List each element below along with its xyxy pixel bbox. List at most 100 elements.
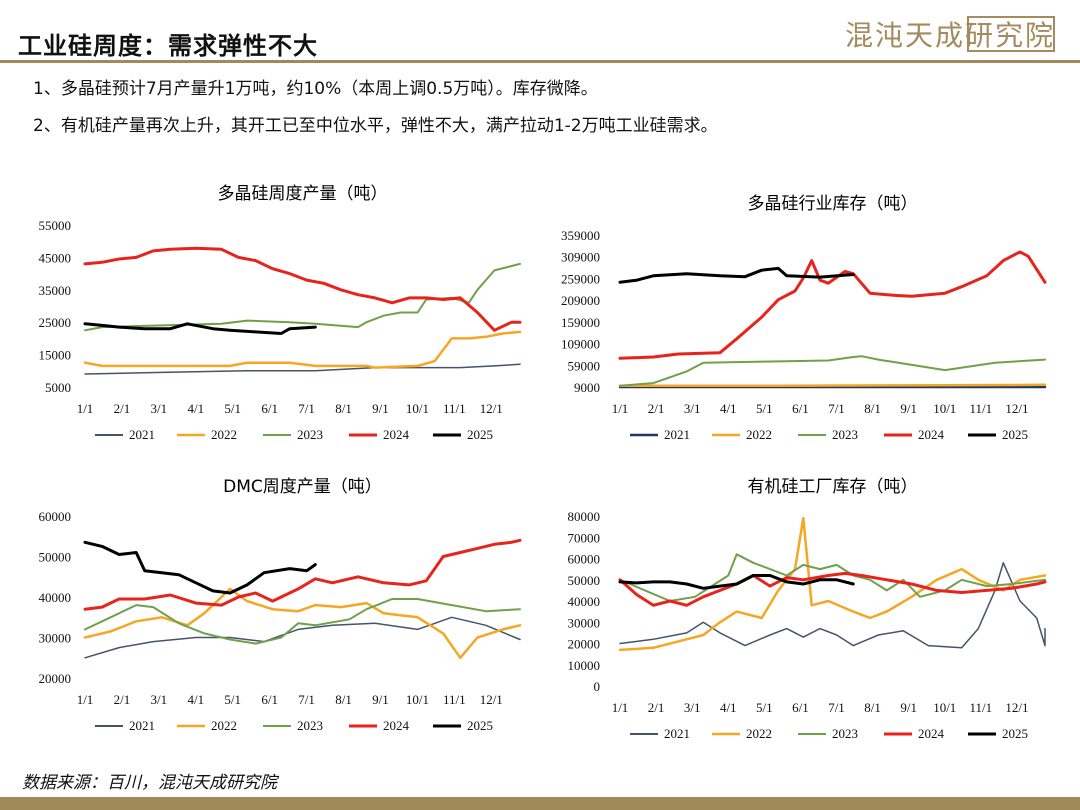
- header-divider: [0, 60, 1080, 63]
- x-tick-label: 5/1: [756, 700, 773, 715]
- series-line-2022: [618, 516, 1047, 652]
- y-tick-label: 59000: [568, 358, 601, 373]
- y-tick-label: 55000: [39, 218, 72, 233]
- x-tick-label: 9/1: [372, 401, 389, 416]
- x-tick-label: 7/1: [828, 700, 845, 715]
- series-line-2022: [83, 587, 522, 660]
- x-tick-label: 12/1: [1005, 700, 1028, 715]
- legend-label-2022: 2022: [211, 427, 237, 442]
- series-line-2023: [619, 553, 1046, 602]
- y-tick-label: 5000: [45, 380, 71, 395]
- y-tick-label: 309000: [561, 250, 600, 265]
- y-tick-label: 40000: [39, 590, 72, 605]
- series-line-2025: [618, 574, 855, 590]
- y-tick-label: 50000: [568, 573, 601, 588]
- legend-label-2024: 2024: [918, 427, 945, 442]
- series-line-2024: [83, 538, 522, 611]
- y-tick-label: 15000: [39, 348, 72, 363]
- x-tick-label: 1/1: [612, 401, 629, 416]
- x-tick-label: 3/1: [151, 692, 168, 707]
- series-line-2023: [84, 262, 521, 332]
- y-tick-label: 60000: [39, 509, 72, 524]
- chart-title: DMC周度产量（吨）: [223, 477, 382, 497]
- x-tick-label: 4/1: [720, 700, 737, 715]
- series-line-2024: [83, 246, 522, 332]
- x-tick-label: 12/1: [480, 401, 503, 416]
- series-line-2023: [619, 355, 1046, 387]
- x-tick-label: 10/1: [406, 401, 429, 416]
- x-tick-label: 4/1: [720, 401, 737, 416]
- legend-label-2021: 2021: [129, 427, 155, 442]
- footer-bar: [0, 797, 1080, 810]
- x-tick-label: 5/1: [756, 401, 773, 416]
- chart-title: 多晶硅行业库存（吨）: [748, 194, 918, 214]
- x-tick-label: 8/1: [335, 401, 352, 416]
- series-line-2021: [619, 562, 1046, 649]
- x-tick-label: 1/1: [77, 401, 94, 416]
- x-tick-label: 11/1: [443, 692, 466, 707]
- legend-label-2024: 2024: [383, 427, 410, 442]
- y-tick-label: 45000: [39, 250, 72, 265]
- series-line-2022: [83, 330, 522, 369]
- x-tick-label: 4/1: [187, 401, 204, 416]
- legend-label-2025: 2025: [467, 427, 493, 442]
- x-tick-label: 2/1: [114, 401, 131, 416]
- x-tick-label: 4/1: [187, 692, 204, 707]
- y-tick-label: 60000: [568, 552, 601, 567]
- y-tick-label: 70000: [568, 530, 601, 545]
- legend-label-2025: 2025: [1002, 427, 1028, 442]
- series-line-2024: [618, 571, 1047, 607]
- x-tick-label: 2/1: [648, 401, 665, 416]
- x-tick-label: 2/1: [114, 692, 131, 707]
- x-tick-label: 10/1: [933, 401, 956, 416]
- x-tick-label: 1/1: [612, 700, 629, 715]
- y-tick-label: 80000: [568, 509, 601, 524]
- x-tick-label: 3/1: [151, 401, 168, 416]
- series-line-2025: [83, 540, 317, 595]
- y-tick-label: 209000: [561, 293, 600, 308]
- y-tick-label: 40000: [568, 594, 601, 609]
- legend-label-2023: 2023: [297, 427, 323, 442]
- x-tick-label: 5/1: [224, 692, 241, 707]
- legend-label-2022: 2022: [746, 427, 772, 442]
- data-source-note: 数据来源：百川，混沌天成研究院: [22, 773, 277, 793]
- y-tick-label: 25000: [39, 315, 72, 330]
- legend-label-2023: 2023: [832, 427, 858, 442]
- x-tick-label: 3/1: [684, 401, 701, 416]
- x-tick-label: 7/1: [828, 401, 845, 416]
- legend-label-2022: 2022: [746, 726, 772, 741]
- x-tick-label: 9/1: [372, 692, 389, 707]
- series-line-2025: [618, 266, 855, 284]
- y-tick-label: 35000: [39, 283, 72, 298]
- legend-label-2025: 2025: [467, 718, 493, 733]
- legend-label-2025: 2025: [1002, 726, 1028, 741]
- x-tick-label: 10/1: [933, 700, 956, 715]
- summary-point-1: 1、多晶硅预计7月产量升1万吨，约10%（本周上调0.5万吨）。库存微降。: [33, 79, 598, 99]
- chart-title: 多晶硅周度产量（吨）: [218, 184, 388, 204]
- x-tick-label: 6/1: [261, 401, 278, 416]
- x-tick-label: 1/1: [77, 692, 94, 707]
- legend-label-2021: 2021: [129, 718, 155, 733]
- y-tick-label: 259000: [561, 271, 600, 286]
- series-line-2025: [83, 322, 317, 335]
- y-tick-label: 0: [594, 679, 601, 694]
- y-tick-label: 20000: [39, 671, 72, 686]
- chart-dmc-weekly-output: DMC周度产量（吨） 20000 30000 40000 50000 60000 1/1 2/…: [39, 477, 522, 733]
- x-tick-label: 8/1: [864, 700, 881, 715]
- x-tick-label: 6/1: [792, 401, 809, 416]
- legend-label-2024: 2024: [918, 726, 945, 741]
- legend-label-2024: 2024: [383, 718, 410, 733]
- x-tick-label: 6/1: [792, 700, 809, 715]
- x-tick-label: 2/1: [648, 700, 665, 715]
- legend-label-2021: 2021: [664, 726, 690, 741]
- chart-title: 有机硅工厂库存（吨）: [748, 477, 918, 497]
- x-tick-label: 12/1: [1005, 401, 1028, 416]
- legend-label-2022: 2022: [211, 718, 237, 733]
- x-tick-label: 9/1: [900, 700, 917, 715]
- y-tick-label: 109000: [561, 337, 600, 352]
- y-tick-label: 30000: [568, 615, 601, 630]
- x-tick-label: 6/1: [261, 692, 278, 707]
- y-tick-label: 30000: [39, 631, 72, 646]
- brand-logo: 混沌天成研究院: [845, 19, 1056, 52]
- series-line-2024: [618, 250, 1047, 360]
